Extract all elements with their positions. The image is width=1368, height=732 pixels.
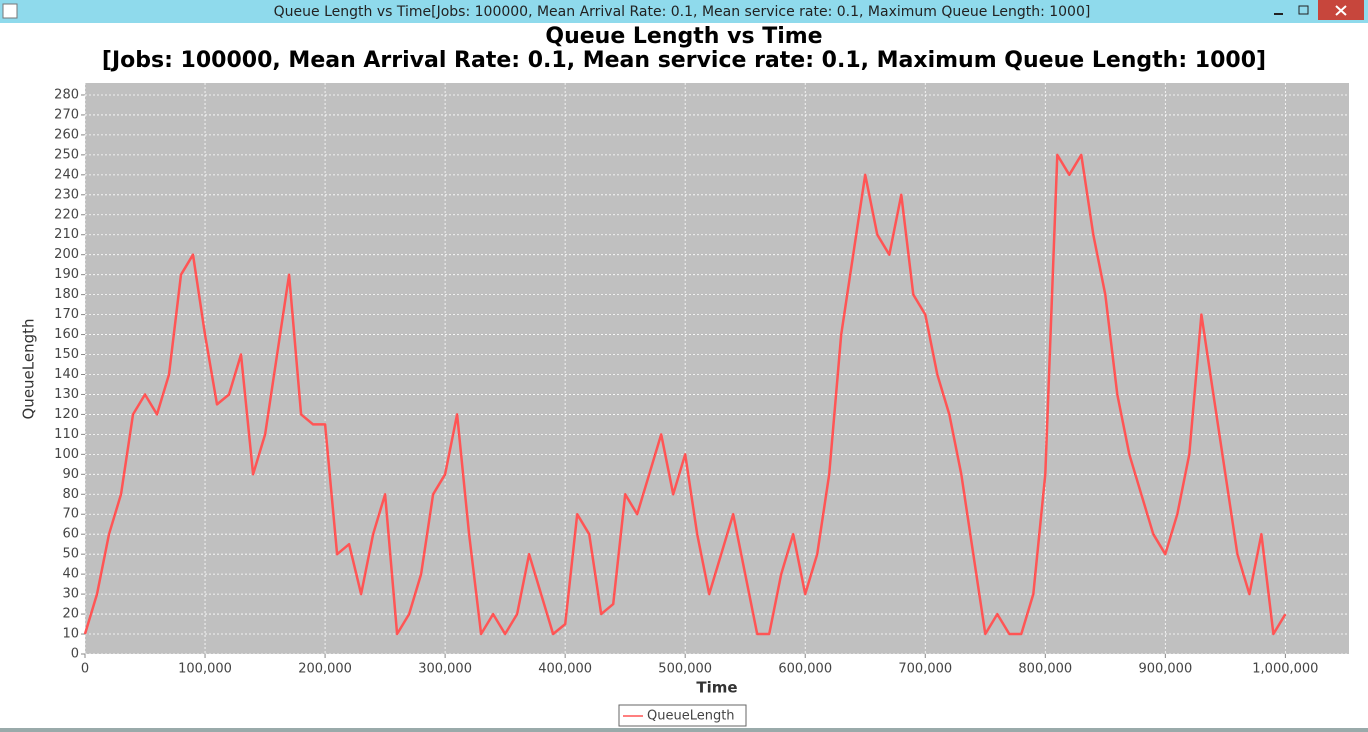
restore-button[interactable] [1298, 5, 1309, 15]
y-tick-label: 260 [54, 127, 79, 142]
close-icon [1335, 5, 1347, 16]
y-axis-label: QueueLength [20, 318, 38, 419]
y-tick-label: 160 [54, 327, 79, 342]
chart-title: Queue Length vs Time [545, 24, 822, 49]
y-tick-label: 270 [54, 107, 79, 122]
x-axis-label: Time [696, 679, 737, 697]
y-tick-label: 30 [62, 587, 79, 602]
y-tick-label: 110 [54, 427, 79, 442]
x-tick-label: 600,000 [778, 662, 832, 677]
x-tick-label: 400,000 [538, 662, 592, 677]
y-tick-label: 90 [62, 467, 79, 482]
y-tick-label: 180 [54, 287, 79, 302]
app-icon [2, 3, 18, 19]
plot-area [85, 83, 1349, 654]
y-tick-label: 280 [54, 87, 79, 102]
y-tick-label: 250 [54, 147, 79, 162]
y-tick-label: 140 [54, 367, 79, 382]
title-bar [0, 0, 1368, 23]
x-tick-label: 900,000 [1138, 662, 1192, 677]
x-tick-label: 700,000 [898, 662, 952, 677]
x-tick-label: 800,000 [1018, 662, 1072, 677]
window-title: Queue Length vs Time[Jobs: 100000, Mean … [274, 4, 1091, 20]
legend-label: QueueLength [647, 709, 735, 724]
y-tick-label: 120 [54, 407, 79, 422]
y-tick-label: 50 [62, 547, 79, 562]
y-tick-label: 200 [54, 247, 79, 262]
x-tick-label: 1,000,000 [1252, 662, 1318, 677]
y-tick-label: 100 [54, 447, 79, 462]
y-tick-label: 0 [71, 647, 79, 662]
y-tick-label: 60 [62, 527, 79, 542]
x-tick-label: 500,000 [658, 662, 712, 677]
y-tick-label: 170 [54, 307, 79, 322]
y-tick-label: 210 [54, 227, 79, 242]
x-tick-label: 0 [81, 662, 89, 677]
series-line [83, 153, 1287, 636]
y-tick-label: 220 [54, 207, 79, 222]
y-tick-label: 10 [62, 627, 79, 642]
y-tick-label: 190 [54, 267, 79, 282]
chart-subtitle: [Jobs: 100000, Mean Arrival Rate: 0.1, M… [102, 48, 1266, 73]
y-tick-label: 130 [54, 387, 79, 402]
y-tick-label: 150 [54, 347, 79, 362]
x-tick-label: 300,000 [418, 662, 472, 677]
x-tick-label: 200,000 [298, 662, 352, 677]
legend [618, 704, 747, 727]
y-tick-label: 230 [54, 187, 79, 202]
y-tick-label: 70 [62, 507, 79, 522]
taskbar [0, 728, 1368, 732]
y-tick-label: 80 [62, 487, 79, 502]
y-tick-label: 40 [62, 567, 79, 582]
y-tick-label: 240 [54, 167, 79, 182]
x-tick-label: 100,000 [178, 662, 232, 677]
y-tick-label: 20 [62, 607, 79, 622]
